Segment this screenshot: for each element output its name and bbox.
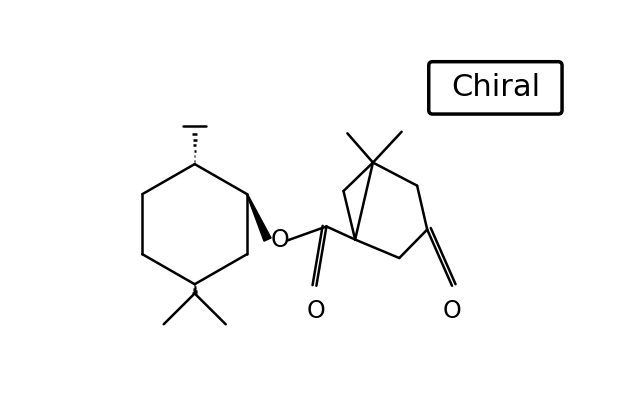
Text: O: O: [271, 228, 289, 252]
Polygon shape: [246, 194, 271, 241]
Text: O: O: [443, 299, 461, 323]
Text: Chiral: Chiral: [451, 73, 540, 102]
FancyBboxPatch shape: [429, 62, 562, 114]
Text: O: O: [307, 299, 326, 323]
